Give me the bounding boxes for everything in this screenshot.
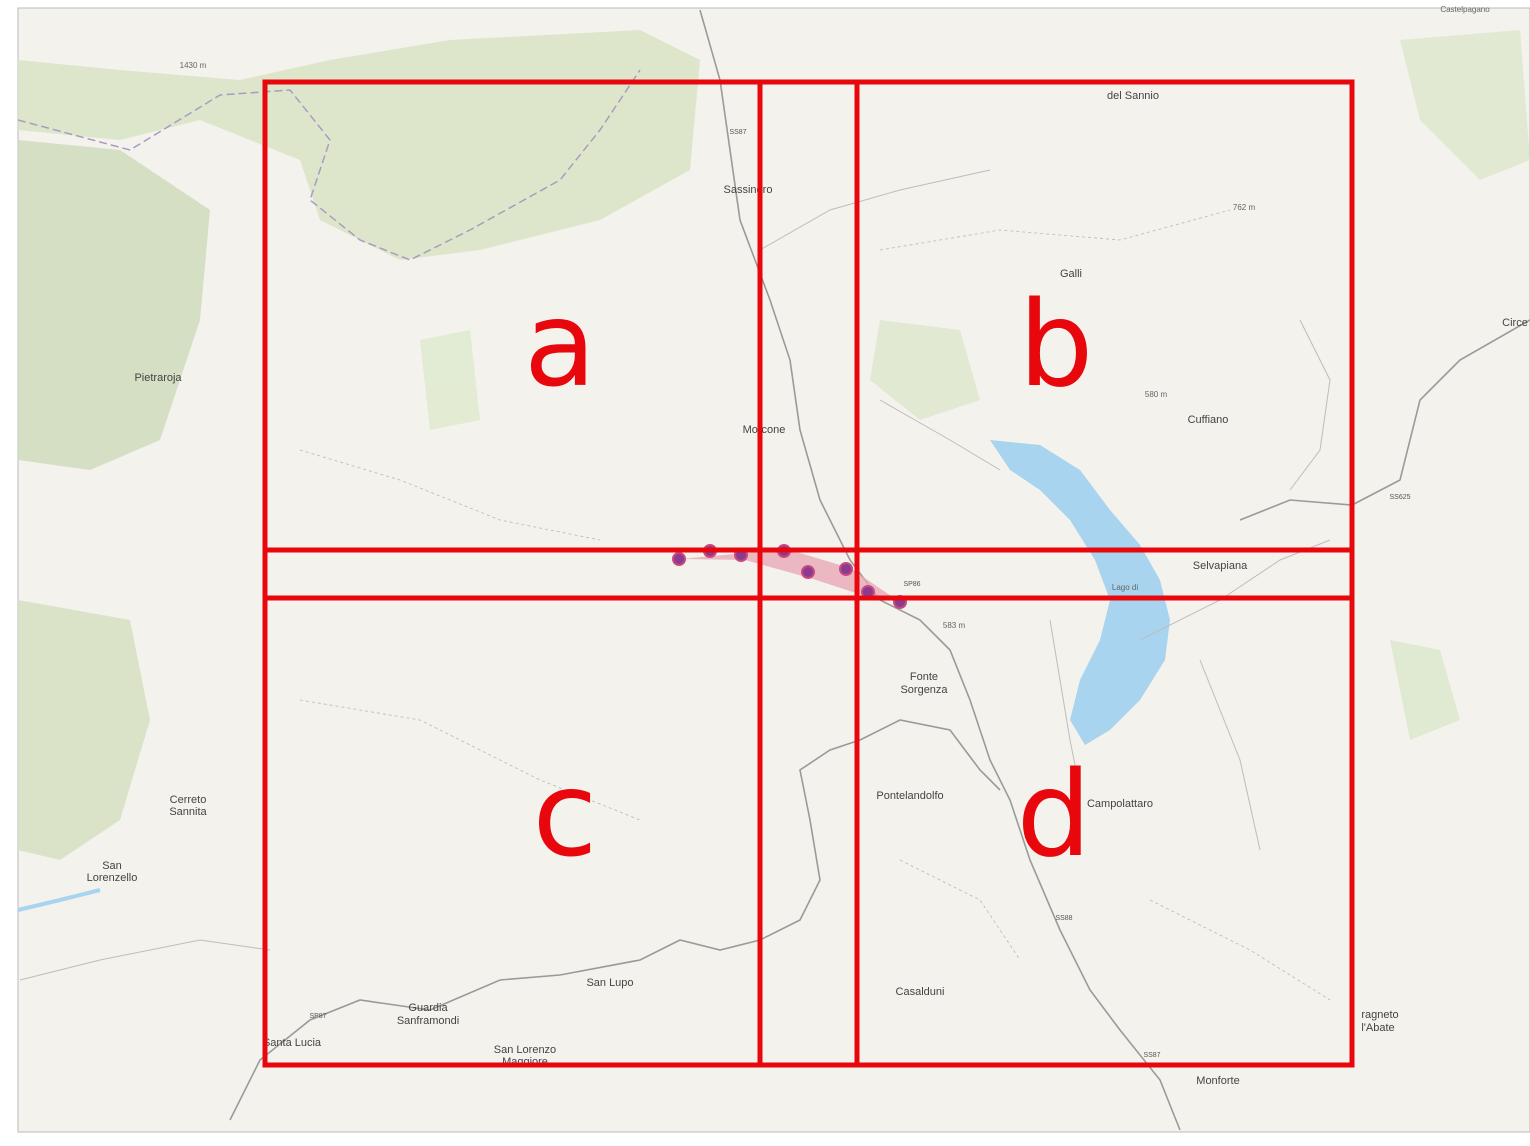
place-label: Lago di [1112, 583, 1138, 592]
road-label: SS88 [1055, 915, 1072, 922]
place-label: Sannita [169, 806, 207, 818]
quadrant-label: a [524, 275, 596, 413]
road-label: SS87 [729, 129, 746, 136]
place-label: Castelpagano [1440, 5, 1490, 14]
place-label: Guardia [408, 1002, 448, 1014]
quadrant-labels: a b c d [524, 275, 1094, 883]
elevation-label: 583 m [943, 621, 966, 630]
place-label: Sanframondi [397, 1015, 459, 1027]
place-label: Lorenzello [87, 872, 138, 884]
elevation-label: 580 m [1145, 390, 1168, 399]
place-label: Cuffiano [1188, 414, 1229, 426]
quadrant-label: c [533, 745, 598, 883]
map-background [17, 7, 1530, 1133]
place-labels: del Sannio Sassinoro Galli Pietraroja Mo… [87, 5, 1528, 1087]
elevation-label: 1430 m [180, 61, 207, 70]
road-label: SP86 [903, 581, 920, 588]
road-label: SS87 [1143, 1052, 1160, 1059]
route-area [680, 550, 900, 602]
place-label: Selvapiana [1193, 560, 1248, 572]
terrain [18, 30, 1530, 860]
quadrant-label: d [1017, 745, 1092, 883]
elevation-labels: 1430 m 762 m 580 m 583 m [180, 61, 1256, 630]
place-label: Sorgenza [900, 684, 948, 696]
road-label: SP87 [309, 1013, 326, 1020]
place-label: Santa Lucia [263, 1037, 322, 1049]
grid [262, 79, 1355, 1068]
elevation-label: 762 m [1233, 203, 1256, 212]
place-label: Morcone [743, 424, 786, 436]
place-label: Galli [1060, 268, 1082, 280]
place-label: ragneto [1361, 1009, 1398, 1021]
place-label: Sassinoro [724, 184, 773, 196]
road-label: SS625 [1389, 494, 1410, 501]
place-label: Casalduni [896, 986, 945, 998]
place-label: Monforte [1196, 1075, 1239, 1087]
place-label: Campolattaro [1087, 798, 1153, 810]
place-label: del Sannio [1107, 90, 1159, 102]
place-label: San Lorenzo [494, 1044, 556, 1056]
place-label: Fonte [910, 671, 938, 683]
quadrant-label: b [1019, 275, 1094, 413]
place-label: San Lupo [586, 977, 633, 989]
place-label: l'Abate [1361, 1022, 1394, 1034]
place-label: Pietraroja [134, 372, 182, 384]
place-label: Cerreto [170, 794, 207, 806]
roads [19, 9, 1530, 1131]
boundaries [17, 69, 641, 261]
river [17, 888, 101, 912]
lake [990, 440, 1170, 745]
place-label: Pontelandolfo [876, 790, 943, 802]
place-label: San [102, 860, 122, 872]
road-labels: SS87 SP86 SS625 SS88 SP87 SS87 [309, 129, 1410, 1059]
place-label: Circe [1502, 317, 1528, 329]
